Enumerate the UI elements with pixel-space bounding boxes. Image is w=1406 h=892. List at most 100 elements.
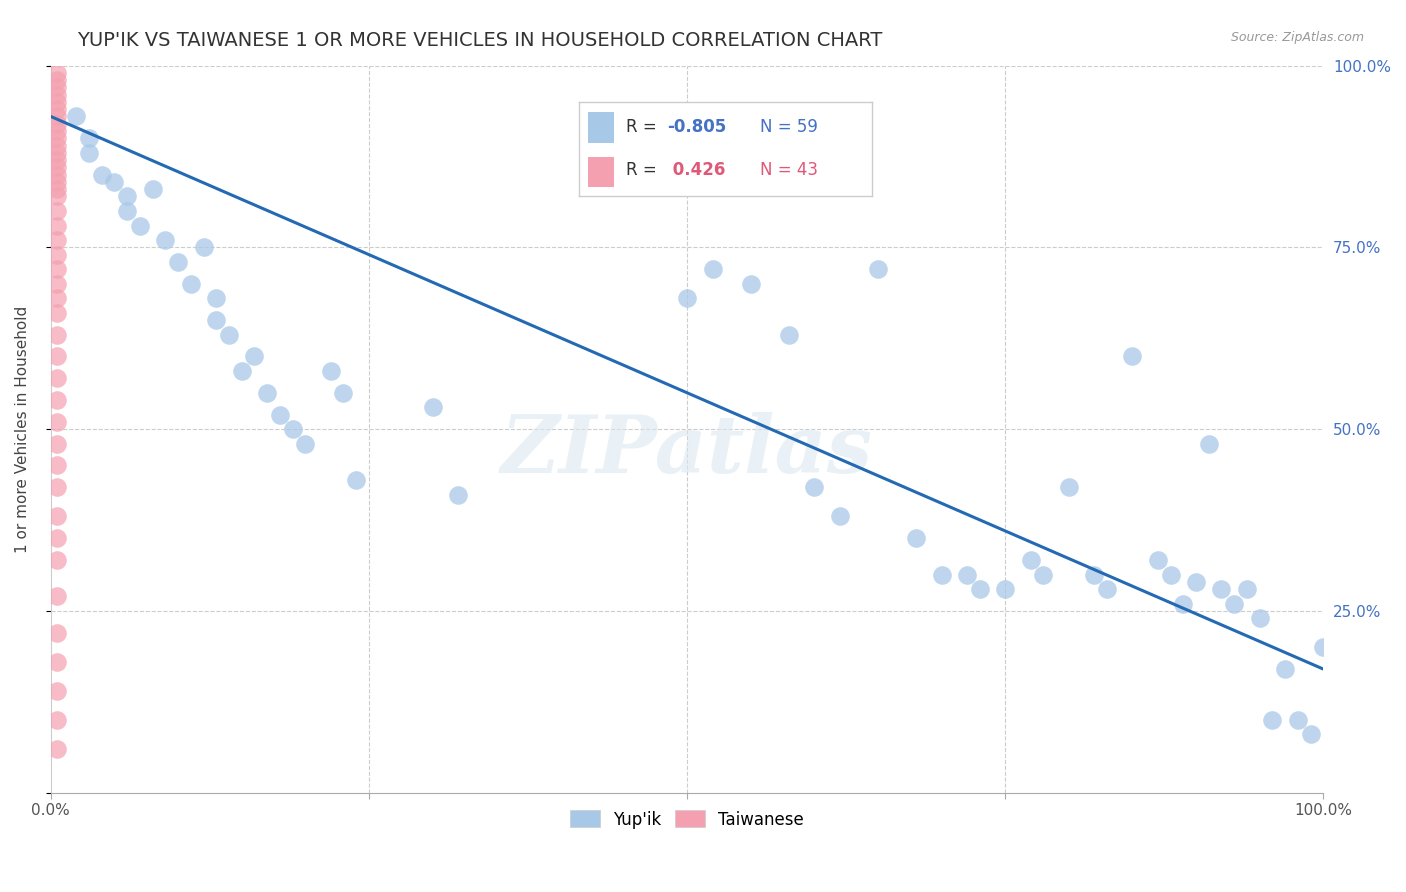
Point (129, 219, 152, 233)
Point (702, 262, 724, 277)
Point (256, 385, 278, 400)
Point (155, 233, 177, 247)
Point (46, 182, 69, 196)
Point (1198, 436, 1220, 450)
Point (931, 567, 953, 582)
Point (46, 531, 69, 545)
Point (828, 509, 851, 524)
Point (740, 277, 762, 291)
Point (319, 364, 342, 378)
Point (46, 277, 69, 291)
Point (218, 327, 240, 342)
Legend: Yup'ik, Taiwanese: Yup'ik, Taiwanese (564, 804, 811, 835)
Point (422, 401, 444, 415)
Point (1019, 553, 1042, 567)
Point (46, 175, 69, 189)
Point (1211, 582, 1233, 596)
Point (205, 291, 228, 305)
Point (46, 110, 69, 124)
Point (90, 168, 112, 182)
Point (1299, 727, 1322, 741)
Point (46, 124, 69, 138)
Point (1083, 567, 1105, 582)
Point (46, 233, 69, 247)
Point (115, 204, 138, 219)
Point (46, 392, 69, 407)
Point (46, 655, 69, 669)
Point (46, 509, 69, 524)
Point (46, 458, 69, 473)
Point (46, 291, 69, 305)
Point (46, 327, 69, 342)
Point (281, 422, 304, 436)
Point (193, 240, 215, 254)
Point (167, 255, 190, 269)
Point (332, 385, 354, 400)
Point (142, 182, 165, 196)
Point (1173, 597, 1195, 611)
Point (866, 262, 889, 277)
Point (46, 247, 69, 261)
Point (46, 350, 69, 364)
Point (1121, 350, 1143, 364)
Point (243, 350, 266, 364)
Point (103, 175, 125, 189)
Point (46, 415, 69, 429)
Point (46, 189, 69, 203)
Y-axis label: 1 or more Vehicles in Household: 1 or more Vehicles in Household (15, 305, 30, 553)
Point (46, 87, 69, 102)
Point (269, 408, 291, 422)
Point (447, 487, 470, 501)
Text: Source: ZipAtlas.com: Source: ZipAtlas.com (1230, 31, 1364, 45)
Point (180, 277, 202, 291)
Point (77, 131, 100, 145)
Text: YUP'IK VS TAIWANESE 1 OR MORE VEHICLES IN HOUSEHOLD CORRELATION CHART: YUP'IK VS TAIWANESE 1 OR MORE VEHICLES I… (77, 31, 883, 50)
Point (46, 262, 69, 277)
Point (46, 117, 69, 131)
Point (46, 153, 69, 168)
Point (803, 480, 825, 494)
Point (231, 364, 253, 378)
Point (205, 313, 228, 327)
Point (46, 131, 69, 145)
Point (46, 684, 69, 698)
Point (65, 110, 87, 124)
Point (46, 219, 69, 233)
Point (46, 742, 69, 756)
Point (1032, 567, 1054, 582)
Point (1236, 582, 1258, 596)
Point (1261, 713, 1284, 727)
Point (46, 204, 69, 219)
Point (1160, 567, 1182, 582)
Point (994, 582, 1017, 596)
Point (1223, 597, 1246, 611)
Point (1095, 582, 1118, 596)
Point (46, 480, 69, 494)
Point (969, 582, 991, 596)
Point (46, 102, 69, 116)
Point (1274, 662, 1296, 676)
Point (46, 95, 69, 109)
Point (1249, 611, 1271, 625)
Point (778, 327, 800, 342)
Point (46, 306, 69, 320)
Point (294, 436, 316, 450)
Point (46, 80, 69, 95)
Point (956, 567, 979, 582)
Point (77, 145, 100, 160)
Point (46, 553, 69, 567)
Point (46, 436, 69, 450)
Point (46, 66, 69, 80)
Text: ZIPatlas: ZIPatlas (501, 412, 873, 490)
Point (676, 291, 699, 305)
Point (46, 713, 69, 727)
Point (1185, 574, 1208, 589)
Point (344, 473, 367, 487)
Point (1147, 553, 1170, 567)
Point (46, 590, 69, 604)
Point (46, 145, 69, 160)
Point (46, 168, 69, 182)
Point (1057, 480, 1080, 494)
Point (1312, 640, 1334, 655)
Point (46, 73, 69, 87)
